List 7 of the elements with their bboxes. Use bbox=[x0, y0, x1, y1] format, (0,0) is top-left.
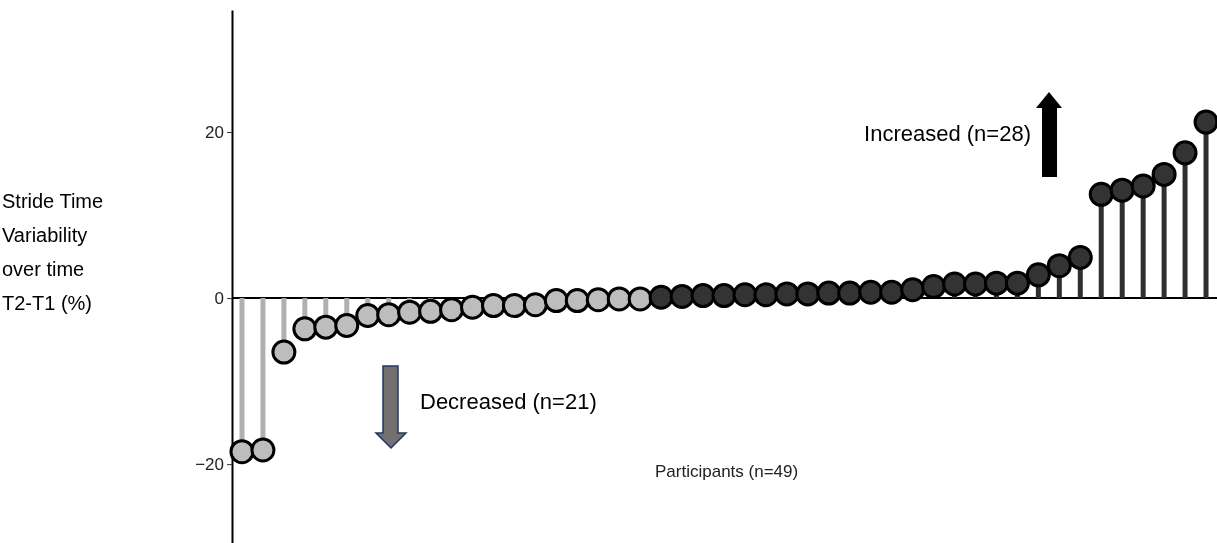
x-axis-title: Participants (n=49) bbox=[655, 462, 799, 481]
y-tick-label: −20 bbox=[195, 455, 224, 475]
y-axis-title: Stride Time Variability over time T2-T1 (%) bbox=[2, 190, 104, 314]
y-tick-label: 20 bbox=[205, 122, 224, 142]
y-tick-label: 0 bbox=[214, 289, 224, 309]
annotation: Increased (n=28) bbox=[864, 121, 1031, 146]
annotation: Decreased (n=21) bbox=[420, 389, 597, 414]
